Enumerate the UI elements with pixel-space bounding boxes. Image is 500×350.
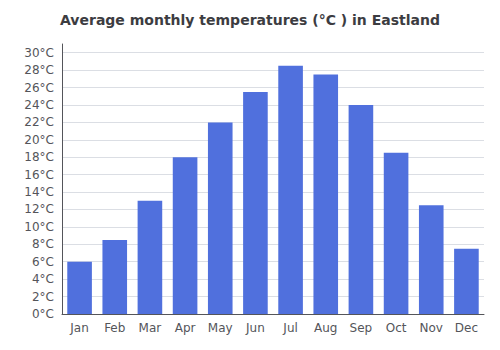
svg-text:22°C: 22°C — [24, 115, 54, 129]
svg-text:Jun: Jun — [245, 321, 265, 335]
svg-text:Nov: Nov — [420, 321, 443, 335]
svg-text:4°C: 4°C — [32, 272, 54, 286]
svg-text:Jul: Jul — [282, 321, 297, 335]
svg-text:18°C: 18°C — [24, 150, 54, 164]
svg-text:Dec: Dec — [455, 321, 478, 335]
svg-text:Apr: Apr — [175, 321, 196, 335]
svg-text:Feb: Feb — [104, 321, 125, 335]
svg-text:20°C: 20°C — [24, 133, 54, 147]
svg-text:30°C: 30°C — [24, 46, 54, 60]
svg-text:Aug: Aug — [314, 321, 337, 335]
svg-text:Jan: Jan — [69, 321, 89, 335]
svg-text:Sep: Sep — [350, 321, 373, 335]
svg-text:12°C: 12°C — [24, 202, 54, 216]
svg-text:16°C: 16°C — [24, 168, 54, 182]
svg-text:Mar: Mar — [139, 321, 162, 335]
svg-text:28°C: 28°C — [24, 63, 54, 77]
svg-text:26°C: 26°C — [24, 81, 54, 95]
svg-text:14°C: 14°C — [24, 185, 54, 199]
svg-text:May: May — [208, 321, 233, 335]
svg-text:2°C: 2°C — [32, 290, 54, 304]
svg-text:10°C: 10°C — [24, 220, 54, 234]
svg-text:8°C: 8°C — [32, 237, 54, 251]
svg-text:0°C: 0°C — [32, 307, 54, 321]
svg-text:Oct: Oct — [386, 321, 407, 335]
svg-text:6°C: 6°C — [32, 255, 54, 269]
svg-text:24°C: 24°C — [24, 98, 54, 112]
svg-text:Average monthly temperatures (: Average monthly temperatures (°C ) in Ea… — [60, 12, 440, 28]
